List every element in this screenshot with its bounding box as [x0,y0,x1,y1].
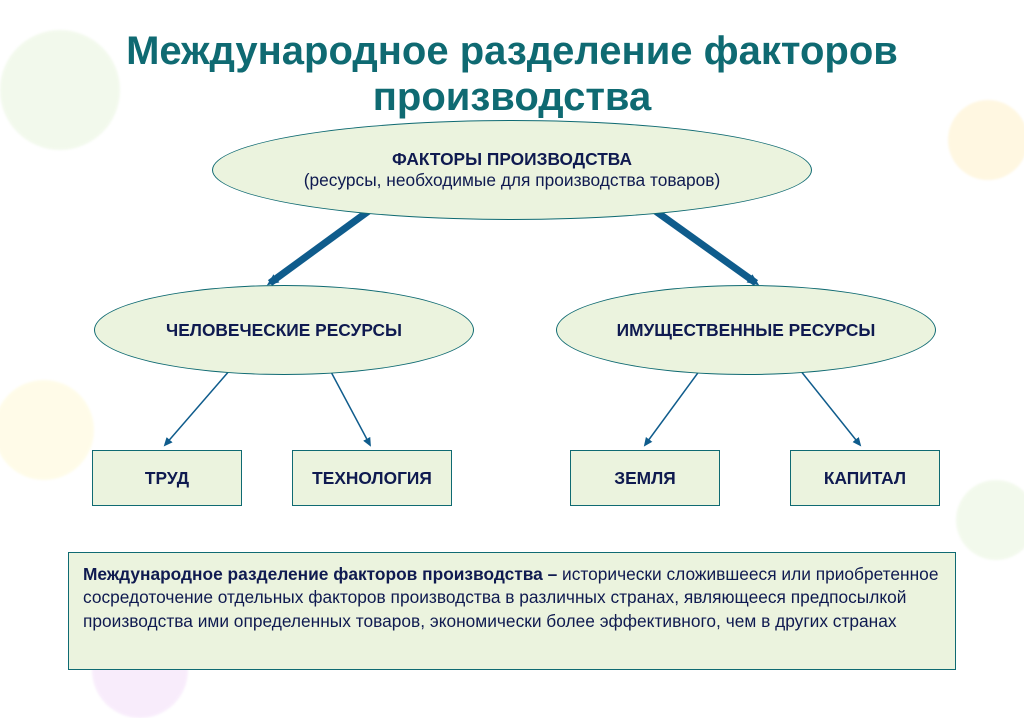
bg-deco-1 [0,380,94,480]
bg-deco-4 [956,480,1024,560]
node-leaf-1: ТЕХНОЛОГИЯ [292,450,452,506]
node-root: ФАКТОРЫ ПРОИЗВОДСТВА (ресурсы, необходим… [212,120,812,220]
node-mid-0: ЧЕЛОВЕЧЕСКИЕ РЕСУРСЫ [94,285,474,375]
node-leaf-0: ТРУД [92,450,242,506]
definition-lead: Международное разделение факторов произв… [83,564,562,584]
node-root-title: ФАКТОРЫ ПРОИЗВОДСТВА [392,149,632,170]
definition-box: Международное разделение факторов произв… [68,552,956,670]
node-mid-1-label: ИМУЩЕСТВЕННЫЕ РЕСУРСЫ [557,320,935,341]
slide-title: Международное разделение факторов произв… [0,28,1024,120]
node-leaf-2: ЗЕМЛЯ [570,450,720,506]
node-mid-0-label: ЧЕЛОВЕЧЕСКИЕ РЕСУРСЫ [95,320,473,341]
node-mid-1: ИМУЩЕСТВЕННЫЕ РЕСУРСЫ [556,285,936,375]
node-leaf-3: КАПИТАЛ [790,450,940,506]
node-root-sub: (ресурсы, необходимые для производства т… [304,170,721,191]
